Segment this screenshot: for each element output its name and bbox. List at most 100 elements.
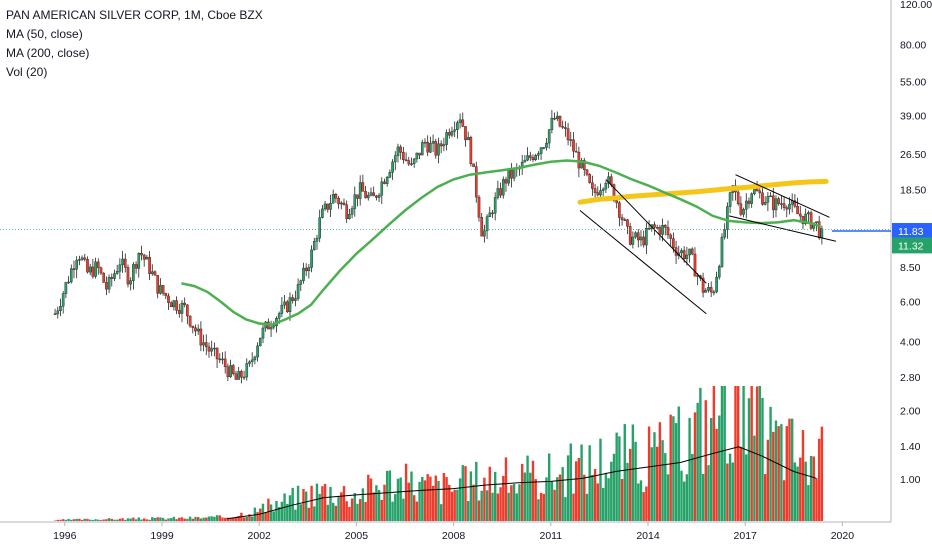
candle-body [118, 264, 122, 272]
time-tick-label: 2008 [442, 530, 466, 542]
volume-bar [242, 517, 246, 521]
volume-bar [591, 474, 594, 521]
legend-title[interactable]: PAN AMERICAN SILVER CORP, 1M, Cboe BZX [6, 8, 263, 22]
candle-body [645, 228, 648, 246]
candle-body [204, 342, 208, 348]
price-label-box [892, 237, 932, 254]
candle-body [105, 282, 108, 290]
volume-bar [323, 483, 327, 521]
price-tick-label: 2.80 [900, 372, 921, 384]
candle-body [412, 158, 416, 164]
candle-body [358, 182, 362, 199]
volume-bar [261, 503, 265, 521]
volume-bar [161, 517, 165, 521]
volume-bar [691, 453, 694, 521]
volume-layer [53, 386, 824, 521]
volume-bar [499, 487, 502, 521]
candle-body [258, 337, 262, 347]
trendline[interactable] [579, 210, 707, 315]
volume-bar [736, 386, 740, 521]
volume-bar [807, 485, 810, 521]
volume-bar [205, 517, 208, 521]
volume-bar [534, 479, 537, 521]
candle-body [647, 228, 651, 230]
candle-body [242, 376, 246, 379]
volume-bar [259, 508, 262, 521]
time-tick-label: 1996 [53, 530, 77, 542]
legend-ma200[interactable]: MA (200, close) [6, 46, 90, 60]
candle-body [631, 236, 635, 245]
volume-bar [288, 495, 292, 521]
volume-bar [385, 470, 389, 521]
trendline[interactable] [728, 215, 837, 242]
price-tick-label: 1.00 [900, 474, 921, 486]
price-tick-label: 80.00 [900, 39, 926, 51]
volume-bar [429, 476, 432, 521]
volume-bar [550, 481, 554, 521]
volume-bar [321, 486, 324, 521]
candle-body [782, 203, 786, 208]
candle-body [809, 212, 813, 229]
candle-body [177, 310, 181, 314]
candle-body [582, 160, 586, 171]
candle-body [574, 150, 578, 153]
candle-body [450, 131, 454, 136]
candle-body [447, 132, 451, 136]
candle-body [461, 119, 465, 127]
candle-body [226, 366, 230, 377]
volume-bar [574, 461, 578, 521]
trendline[interactable] [605, 179, 707, 284]
volume-bar [407, 482, 410, 521]
candle-body [140, 253, 143, 256]
candle-body [339, 202, 343, 205]
volume-bar [566, 455, 570, 521]
candle-body [628, 226, 632, 245]
volume-bar [504, 457, 508, 521]
candle-body [493, 197, 497, 214]
volume-bar [196, 517, 200, 521]
candle-body [439, 143, 443, 147]
candle-body [237, 371, 240, 380]
volume-bar [186, 518, 189, 521]
legend-vol[interactable]: Vol (20) [6, 65, 48, 79]
candle-body [253, 356, 257, 361]
candle-body [477, 196, 481, 218]
candle-body [680, 250, 683, 254]
candle-body [78, 259, 81, 261]
candle-body [429, 143, 432, 153]
volume-bar [194, 516, 197, 521]
volume-bar [232, 518, 235, 521]
candle-body [215, 347, 219, 360]
candle-body [739, 203, 743, 215]
candle-body [593, 188, 597, 193]
volume-bar [191, 518, 194, 521]
volume-bar [637, 483, 640, 521]
volume-bar [94, 519, 97, 521]
candle-body [612, 184, 616, 201]
candle-body [547, 129, 551, 144]
candle-body [434, 141, 438, 156]
volume-bar [277, 507, 281, 521]
candle-body [383, 181, 386, 184]
volume-bar [599, 438, 602, 521]
candle-body [361, 182, 365, 192]
volume-bar [669, 414, 672, 521]
candle-body [318, 217, 321, 239]
candle-body [707, 287, 710, 291]
volume-bar [612, 453, 616, 521]
candle-body [510, 170, 513, 179]
candle-body [329, 202, 332, 210]
volume-bar [750, 386, 753, 521]
price-label-text: 11.32 [898, 240, 924, 252]
volume-bar [812, 456, 815, 521]
candle-body [588, 174, 591, 183]
volume-bar [64, 519, 68, 521]
volume-bar [718, 415, 721, 521]
candle-body [720, 236, 724, 267]
legend-ma50[interactable]: MA (50, close) [6, 27, 83, 41]
trendline[interactable] [735, 174, 830, 218]
time-axis[interactable]: 1996 1999 2002 2005 2008 2011 2014 2017 2020 [53, 522, 854, 542]
volume-bar [620, 478, 624, 521]
candle-body [207, 346, 211, 352]
